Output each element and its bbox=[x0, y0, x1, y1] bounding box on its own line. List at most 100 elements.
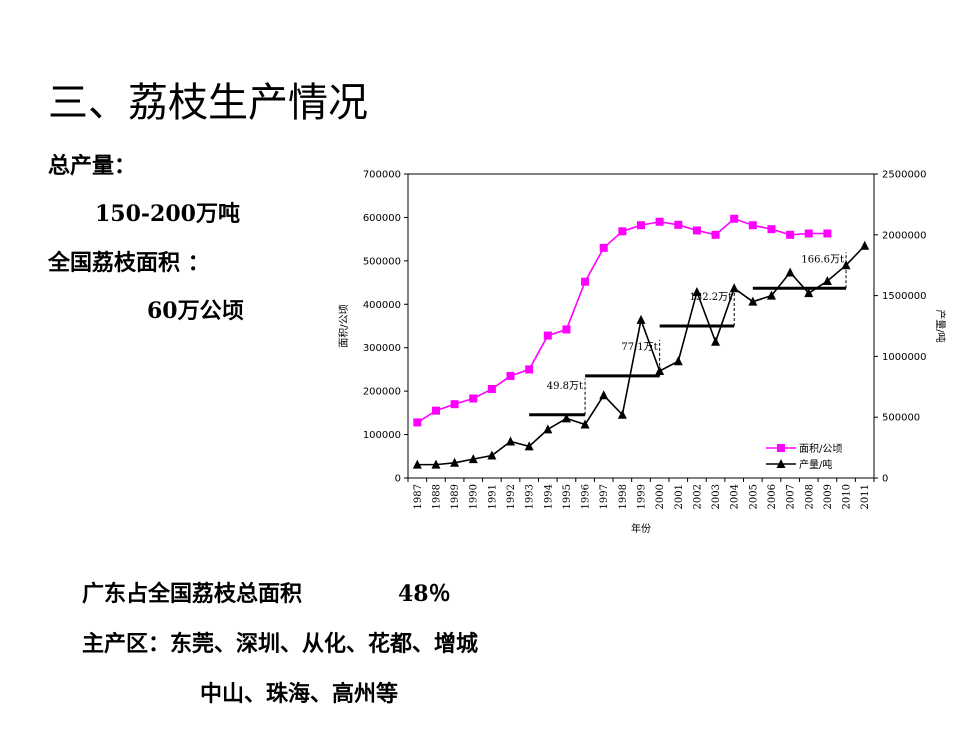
production-point bbox=[785, 267, 795, 277]
production-point bbox=[804, 288, 814, 298]
production-point bbox=[711, 336, 721, 346]
x-tick-label: 1992 bbox=[506, 484, 517, 509]
production-point bbox=[599, 390, 609, 400]
area-point bbox=[711, 230, 720, 239]
total-production-value: 150-200万吨 bbox=[95, 201, 240, 227]
plot-area bbox=[407, 173, 875, 479]
area-point bbox=[618, 227, 627, 236]
production-point bbox=[506, 436, 516, 446]
guangdong-share-label: 广东占全国荔枝总面积 bbox=[82, 581, 303, 607]
legend-label: 面积/公顷 bbox=[799, 443, 842, 455]
x-tick-label: 2006 bbox=[767, 484, 778, 509]
average-production-label: 166.6万t bbox=[801, 254, 844, 265]
x-tick-label: 2003 bbox=[711, 484, 722, 509]
area-point bbox=[562, 325, 571, 334]
area-point bbox=[692, 226, 701, 235]
total-production-label: 总产量： bbox=[48, 153, 137, 179]
x-tick-label: 1989 bbox=[450, 484, 461, 509]
legend-marker bbox=[776, 459, 786, 468]
production-point bbox=[673, 356, 683, 366]
x-tick-label: 2010 bbox=[842, 484, 853, 509]
area-point bbox=[431, 406, 440, 415]
x-tick-label: 1998 bbox=[618, 484, 629, 509]
x-tick-label: 2009 bbox=[823, 484, 834, 509]
y-axis-left-label: 面积/公顷 bbox=[338, 304, 350, 347]
area-point bbox=[506, 371, 515, 380]
area-point bbox=[674, 220, 683, 229]
area-point bbox=[450, 400, 459, 409]
main-regions-line-1: 主产区：东莞、深圳、从化、花都、增城 bbox=[82, 631, 479, 657]
average-production-label: 132.2万t bbox=[690, 292, 733, 303]
area-point bbox=[637, 221, 645, 230]
x-tick-label: 1990 bbox=[469, 484, 480, 509]
y-right-tick-label: 1000000 bbox=[882, 352, 927, 363]
production-point bbox=[487, 450, 497, 460]
y-axis-right-label: 产量/吨 bbox=[934, 309, 947, 342]
production-point bbox=[692, 286, 702, 296]
x-tick-label: 2000 bbox=[655, 484, 666, 509]
x-tick-label: 2011 bbox=[860, 484, 871, 509]
x-tick-label: 1991 bbox=[487, 484, 498, 509]
guangdong-share-value: 48％ bbox=[398, 581, 451, 607]
x-tick-label: 1987 bbox=[413, 484, 424, 509]
national-area-label: 全国荔枝面积 ： bbox=[48, 250, 210, 276]
x-tick-label: 1999 bbox=[637, 484, 648, 509]
production-point bbox=[561, 413, 571, 423]
area-point bbox=[786, 230, 795, 239]
area-point bbox=[748, 221, 757, 230]
series-line-0 bbox=[416, 217, 828, 424]
x-tick-label: 1997 bbox=[599, 484, 610, 509]
national-area-value: 60万公顷 bbox=[147, 298, 244, 324]
area-point bbox=[823, 229, 832, 238]
x-tick-label: 2001 bbox=[674, 484, 685, 509]
x-tick-label: 2004 bbox=[730, 484, 741, 509]
y-left-tick-label: 600000 bbox=[363, 213, 401, 224]
production-point bbox=[580, 419, 590, 429]
average-production-label: 77.1万t bbox=[621, 342, 657, 353]
x-tick-label: 1993 bbox=[525, 484, 536, 509]
y-left-tick-label: 100000 bbox=[363, 430, 401, 441]
y-right-tick-label: 1500000 bbox=[882, 291, 927, 302]
area-point bbox=[730, 214, 739, 223]
y-right-tick-label: 500000 bbox=[882, 413, 920, 424]
y-left-tick-label: 400000 bbox=[363, 300, 401, 311]
area-point bbox=[804, 229, 813, 238]
y-left-tick-label: 300000 bbox=[363, 343, 401, 354]
x-tick-label: 2005 bbox=[748, 484, 759, 509]
production-point bbox=[412, 459, 422, 469]
y-left-tick-label: 500000 bbox=[363, 256, 401, 267]
x-tick-label: 1994 bbox=[543, 484, 554, 509]
x-tick-label: 1988 bbox=[431, 484, 442, 509]
production-point bbox=[450, 457, 460, 467]
area-point bbox=[599, 243, 608, 252]
y-right-tick-label: 2500000 bbox=[882, 170, 927, 181]
production-point bbox=[860, 240, 870, 250]
area-point bbox=[655, 217, 664, 226]
area-point bbox=[413, 418, 422, 427]
production-point bbox=[729, 283, 739, 293]
area-point bbox=[581, 277, 590, 286]
x-axis-label: 年份 bbox=[631, 522, 651, 535]
production-point bbox=[822, 276, 832, 286]
production-point bbox=[524, 441, 534, 451]
production-point bbox=[766, 290, 776, 300]
area-point bbox=[543, 331, 552, 340]
production-point bbox=[748, 296, 758, 306]
area-point bbox=[767, 225, 776, 234]
x-tick-label: 1996 bbox=[581, 484, 592, 509]
y-left-tick-label: 200000 bbox=[363, 387, 401, 398]
area-point bbox=[525, 365, 534, 374]
production-point bbox=[468, 454, 478, 464]
production-point bbox=[543, 424, 553, 434]
y-right-tick-label: 2000000 bbox=[882, 230, 927, 241]
y-right-tick-label: 0 bbox=[882, 474, 888, 485]
x-tick-label: 2008 bbox=[804, 484, 815, 509]
area-point bbox=[469, 394, 478, 403]
production-point bbox=[655, 365, 665, 375]
x-tick-label: 2002 bbox=[692, 484, 703, 509]
legend-label: 产量/吨 bbox=[799, 458, 832, 471]
y-left-tick-label: 0 bbox=[395, 474, 401, 485]
production-point bbox=[431, 459, 441, 469]
legend-marker bbox=[777, 444, 785, 452]
